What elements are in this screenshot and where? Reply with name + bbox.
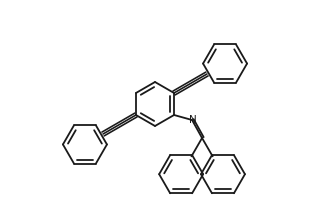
Text: N: N: [189, 115, 197, 125]
